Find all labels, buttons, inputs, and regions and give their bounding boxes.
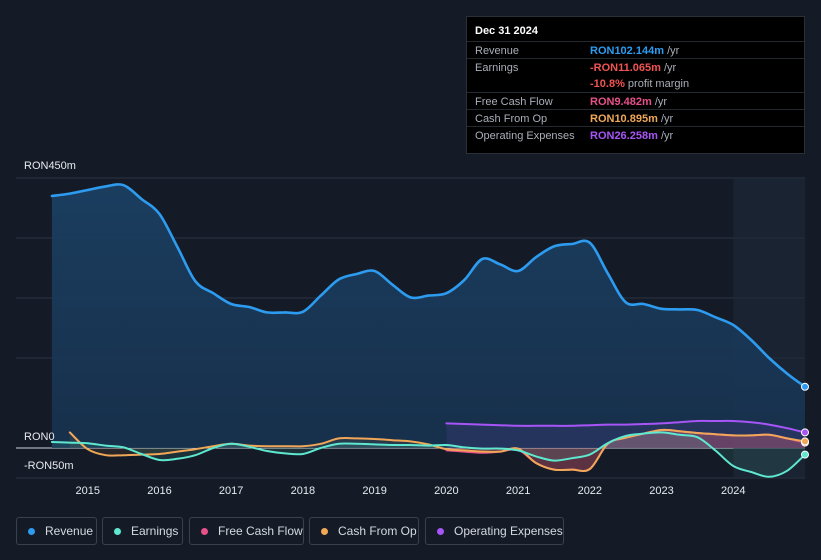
tooltip-value: RON10.895m /yr bbox=[590, 113, 673, 125]
cash-from-op-line bbox=[68, 428, 806, 473]
legend-dot-icon bbox=[321, 528, 328, 535]
tooltip-unit: /yr bbox=[654, 96, 668, 108]
tooltip-row-earnings: Earnings -RON11.065m /yr bbox=[467, 58, 804, 76]
legend-free-cash-flow[interactable]: Free Cash Flow bbox=[189, 517, 304, 545]
x-tick-label: 2023 bbox=[649, 485, 674, 497]
tooltip-row-margin: -10.8% profit margin bbox=[467, 75, 804, 92]
cash-from-op-area bbox=[69, 429, 806, 472]
x-tick-label: 2021 bbox=[505, 485, 531, 497]
tooltip-row-fcf: Free Cash Flow RON9.482m /yr bbox=[467, 92, 804, 110]
tooltip-value: RON102.144m /yr bbox=[590, 45, 679, 57]
tooltip-value-text: RON9.482m bbox=[590, 96, 652, 108]
operating-expenses-area bbox=[446, 420, 805, 448]
y-axis-top-label: RON450m bbox=[24, 160, 76, 172]
tooltip-unit: /yr bbox=[660, 113, 674, 125]
earnings-line bbox=[50, 431, 806, 478]
y-axis-neg-label: -RON50m bbox=[24, 460, 74, 472]
x-tick-label: 2022 bbox=[577, 485, 603, 497]
legend-label: Earnings bbox=[131, 524, 179, 538]
legend-dot-icon bbox=[28, 528, 35, 535]
revenue-line bbox=[50, 183, 807, 389]
chart-endpoints bbox=[801, 382, 809, 459]
tooltip-value-text: RON26.258m bbox=[590, 130, 658, 142]
tooltip-value: -RON11.065m /yr bbox=[590, 62, 676, 74]
tooltip-label: Revenue bbox=[475, 45, 520, 57]
legend-dot-icon bbox=[437, 528, 444, 535]
x-tick-label: 2024 bbox=[721, 485, 746, 497]
revenue-area bbox=[51, 184, 805, 448]
tooltip-row-cfo: Cash From Op RON10.895m /yr bbox=[467, 109, 804, 127]
tooltip-label: Free Cash Flow bbox=[475, 96, 553, 108]
legend-revenue[interactable]: Revenue bbox=[16, 517, 97, 545]
legend-label: Revenue bbox=[45, 524, 94, 538]
legend-dot-icon bbox=[201, 528, 208, 535]
tooltip-label: Cash From Op bbox=[475, 113, 548, 125]
chart-areas bbox=[51, 184, 806, 477]
legend-dot-icon bbox=[114, 528, 121, 535]
tooltip-unit: profit margin bbox=[627, 78, 690, 90]
tooltip-value: RON26.258m /yr bbox=[590, 130, 673, 142]
x-tick-label: 2018 bbox=[290, 485, 316, 497]
tooltip-label: Operating Expenses bbox=[475, 130, 575, 142]
y-axis-zero-label: RON0 bbox=[24, 431, 55, 443]
chart-lines bbox=[50, 183, 807, 478]
tooltip-value: RON9.482m /yr bbox=[590, 96, 667, 108]
earnings-area bbox=[51, 432, 805, 477]
x-tick-label: 2015 bbox=[75, 485, 100, 497]
x-tick-label: 2016 bbox=[147, 485, 172, 497]
tooltip-row-revenue: Revenue RON102.144m /yr bbox=[467, 41, 804, 59]
cash-from-op-endpoint bbox=[801, 437, 809, 446]
legend-label: Cash From Op bbox=[338, 524, 417, 538]
x-tick-label: 2019 bbox=[362, 485, 387, 497]
free-cash-flow-area bbox=[446, 429, 805, 472]
legend-label: Free Cash Flow bbox=[218, 524, 303, 538]
legend-operating-expenses[interactable]: Operating Expenses bbox=[425, 517, 564, 545]
tooltip-value-text: -10.8% bbox=[590, 78, 625, 90]
tooltip-unit: /yr bbox=[660, 130, 674, 142]
earnings-endpoint bbox=[801, 450, 809, 459]
legend-label: Operating Expenses bbox=[454, 524, 563, 538]
tooltip-value-text: -RON11.065m bbox=[590, 62, 661, 74]
tooltip-unit: /yr bbox=[664, 62, 677, 74]
tooltip-value-text: RON102.144m bbox=[590, 45, 664, 57]
tooltip-unit: /yr bbox=[667, 45, 680, 57]
operating-expenses-endpoint bbox=[801, 428, 809, 437]
tooltip-date: Dec 31 2024 bbox=[475, 25, 538, 37]
tooltip-value: -10.8% profit margin bbox=[590, 78, 689, 90]
legend-cash-from-op[interactable]: Cash From Op bbox=[309, 517, 419, 545]
legend-earnings[interactable]: Earnings bbox=[102, 517, 183, 545]
tooltip-panel: Dec 31 2024 Revenue RON102.144m /yr Earn… bbox=[466, 16, 805, 154]
x-tick-label: 2020 bbox=[434, 485, 459, 497]
operating-expenses-line bbox=[445, 419, 806, 434]
tooltip-row-opex: Operating Expenses RON26.258m /yr bbox=[467, 126, 804, 144]
x-tick-label: 2017 bbox=[218, 485, 244, 497]
tooltip-value-text: RON10.895m bbox=[590, 113, 658, 125]
tooltip-label: Earnings bbox=[475, 62, 519, 74]
revenue-endpoint bbox=[801, 382, 809, 391]
